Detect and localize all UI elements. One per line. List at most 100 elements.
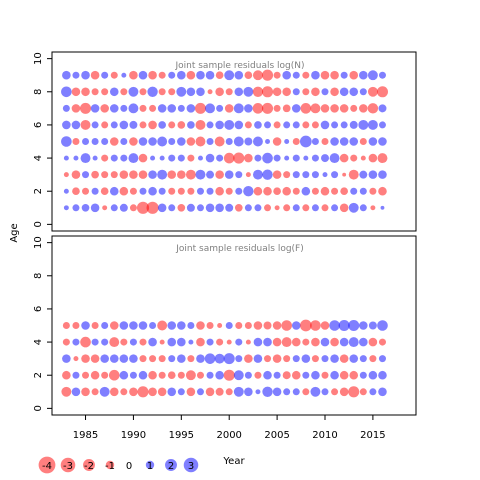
residual-bubble (224, 70, 235, 81)
residual-bubble (138, 153, 148, 163)
residual-bubble (177, 321, 186, 330)
residual-bubble (120, 338, 128, 346)
residual-bubble (348, 169, 359, 180)
residual-bubble (168, 355, 176, 363)
residual-bubble (80, 153, 91, 164)
residual-bubble (129, 137, 138, 146)
residual-bubble (284, 155, 290, 161)
residual-bubble (71, 170, 81, 179)
legend-label: 0 (126, 461, 132, 472)
residual-bubble (302, 171, 310, 179)
residual-bubble (81, 87, 90, 97)
residual-bubble (214, 136, 225, 147)
residual-bubble (339, 203, 349, 213)
residual-bubble (291, 337, 301, 347)
residual-bubble (299, 135, 312, 148)
residual-bubble (282, 104, 291, 113)
residual-bubble (321, 388, 329, 396)
residual-bubble (138, 370, 148, 380)
residual-bubble (139, 355, 147, 363)
residual-bubble (139, 121, 147, 129)
residual-bubble (321, 154, 329, 163)
residual-bubble (367, 119, 378, 130)
residual-bubble (109, 87, 119, 97)
residual-bubble (302, 88, 310, 96)
residual-bubble (196, 70, 205, 80)
residual-bubble (81, 70, 90, 80)
legend-label: 2 (168, 461, 174, 472)
residual-bubble (292, 88, 300, 96)
residual-bubble (196, 321, 205, 330)
y-tick-label: 0 (33, 405, 44, 411)
legend-label: -2 (84, 461, 94, 472)
residual-bubble (177, 388, 185, 396)
x-tick-label: 2010 (312, 430, 337, 441)
residual-bubble (254, 154, 262, 162)
residual-bubble (146, 201, 159, 214)
residual-bubble (188, 339, 194, 345)
residual-bubble (284, 139, 290, 144)
residual-bubble (148, 70, 157, 80)
residual-bubble (224, 170, 234, 179)
residual-bubble (71, 120, 81, 130)
residual-bubble (320, 337, 330, 347)
residual-bubble (206, 187, 214, 195)
residual-bubble (205, 103, 216, 114)
residual-bubble (72, 138, 80, 145)
legend-bubble (165, 459, 177, 471)
residual-bubble (281, 320, 292, 331)
residual-bubble (61, 386, 72, 397)
bubble-size-legend: -4 -3 -2 -1 0 1 2 3 (38, 456, 199, 474)
residual-bubble (129, 204, 137, 212)
residual-bubble (101, 71, 109, 79)
residual-bubble (311, 337, 320, 347)
residual-bubble (377, 320, 388, 331)
residual-bubble (359, 138, 367, 145)
top-y-axis: 0 2 4 6 8 10 (33, 52, 52, 228)
residual-bubble (80, 336, 91, 348)
residual-bubble (177, 70, 186, 80)
residual-bubble (206, 338, 214, 346)
residual-bubble (204, 353, 216, 364)
residual-bubble (119, 370, 129, 380)
residual-bubble (185, 370, 196, 381)
residual-bubble (215, 370, 224, 380)
residual-bubble (177, 371, 185, 379)
top-bubble-layer (61, 69, 389, 214)
residual-bubble (272, 337, 282, 347)
residual-bubble (196, 388, 204, 396)
residual-bubble (129, 338, 137, 346)
residual-bubble (72, 322, 80, 329)
residual-bubble (91, 88, 99, 96)
residual-bubble (150, 155, 156, 161)
residual-bubble (235, 355, 243, 363)
residual-bubble (321, 371, 329, 379)
residual-bubble (244, 104, 253, 113)
residual-bubble (63, 188, 69, 194)
residual-bubble (63, 155, 69, 161)
residual-bubble (311, 355, 319, 363)
residual-bubble (101, 322, 109, 329)
residual-bubble (196, 337, 205, 347)
y-tick-label: 4 (33, 339, 44, 345)
residual-bubble (129, 120, 138, 129)
residual-bubble (244, 354, 253, 363)
residual-bubble (263, 370, 272, 380)
x-tick-label: 1985 (73, 430, 98, 441)
residual-bubble (252, 86, 264, 97)
residual-bubble (157, 387, 167, 397)
residual-bubble (129, 70, 138, 80)
residual-bubble (378, 186, 387, 196)
residual-bubble (234, 70, 244, 80)
residual-bubble (359, 88, 367, 96)
residual-bubble (331, 204, 339, 212)
residual-bubble (110, 204, 118, 212)
residual-bubble (109, 321, 119, 330)
residual-bubble (265, 139, 271, 144)
residual-bubble (378, 137, 387, 146)
residual-bubble (272, 87, 282, 97)
residual-bubble (158, 371, 166, 379)
residual-bubble (72, 338, 80, 346)
residual-bubble (359, 104, 368, 113)
x-tick-label: 2000 (216, 430, 241, 441)
